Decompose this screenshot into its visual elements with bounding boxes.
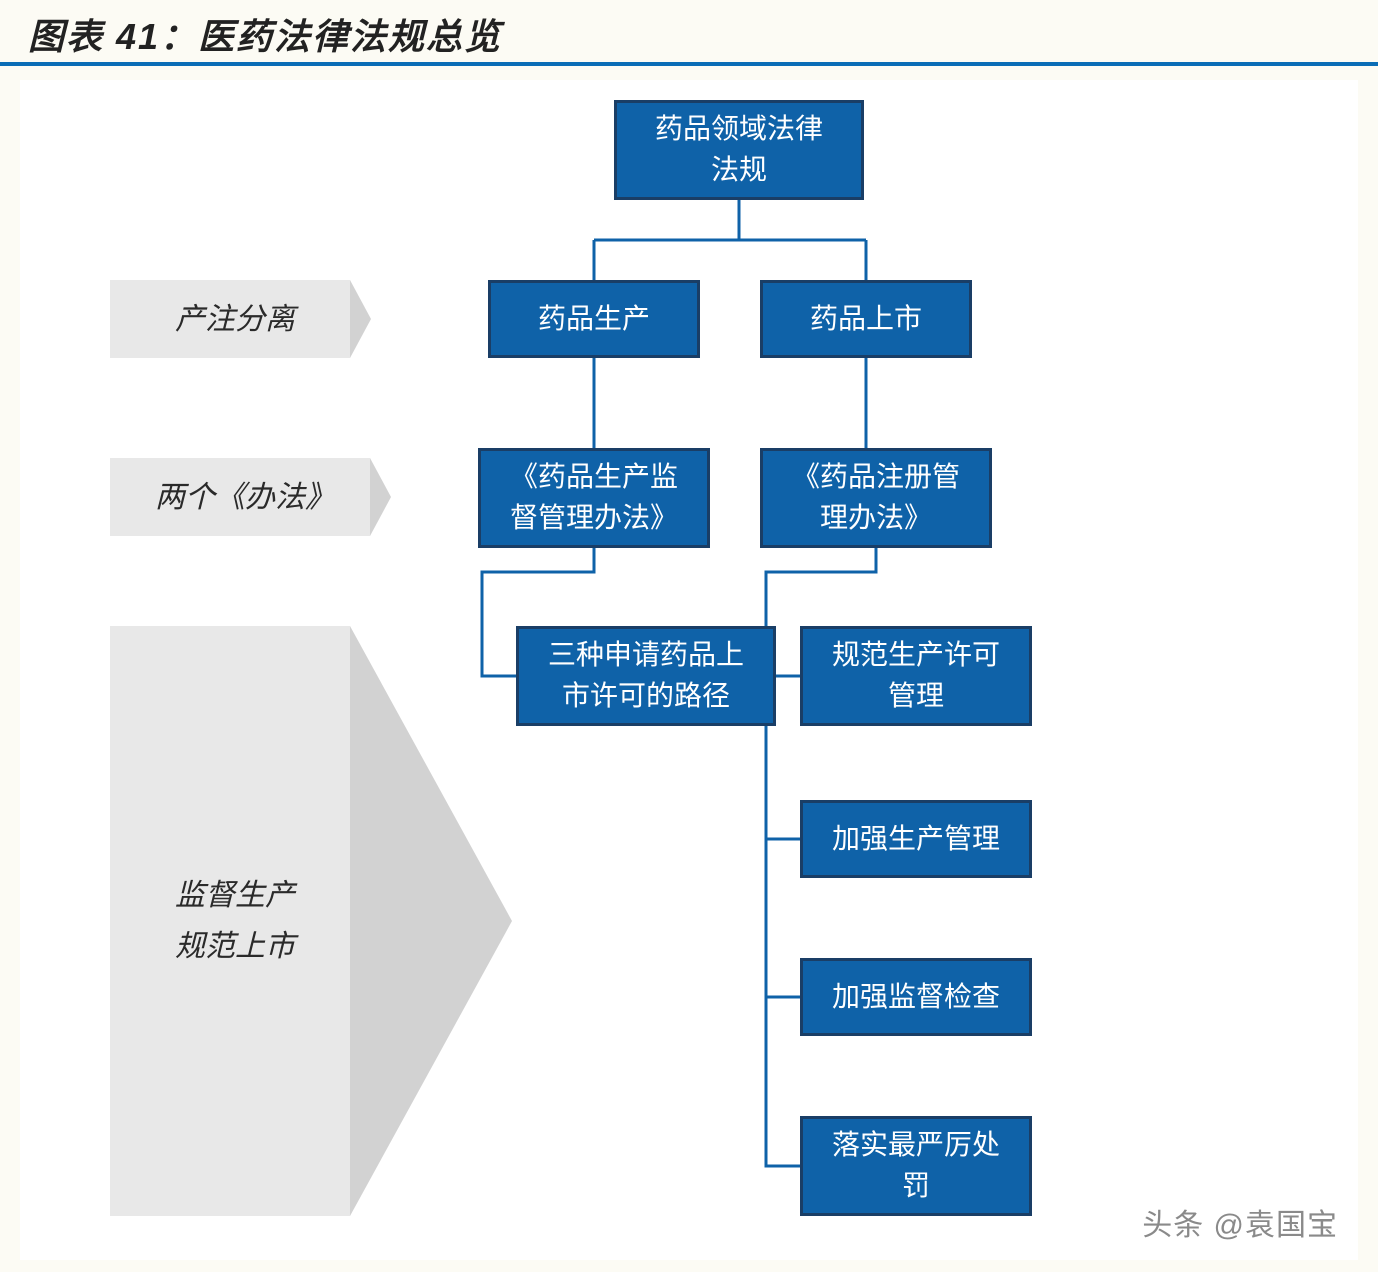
flow-node-root: 药品领域法律法规 bbox=[614, 100, 864, 200]
watermark-text: 头条 @袁国宝 bbox=[1142, 1200, 1338, 1244]
side-label-arrow-sl1 bbox=[350, 280, 371, 358]
side-label-arrow-sl2 bbox=[370, 458, 391, 536]
side-label-arrow-sl3 bbox=[350, 626, 512, 1216]
title-underline bbox=[0, 62, 1378, 66]
side-label-sl1: 产注分离 bbox=[110, 280, 350, 358]
flow-node-prod: 药品生产 bbox=[488, 280, 700, 358]
flow-node-reg1: 《药品生产监督管理办法》 bbox=[478, 448, 710, 548]
side-label-sl3: 监督生产规范上市 bbox=[110, 626, 350, 1216]
connector-path bbox=[766, 548, 876, 997]
flow-node-r2a: 规范生产许可管理 bbox=[800, 626, 1032, 726]
flow-node-r2c: 加强监督检查 bbox=[800, 958, 1032, 1036]
flow-node-path3: 三种申请药品上市许可的路径 bbox=[516, 626, 776, 726]
flowchart-canvas: 产注分离两个《办法》监督生产规范上市 药品领域法律法规药品生产药品上市《药品生产监… bbox=[20, 80, 1358, 1260]
flow-node-r2b: 加强生产管理 bbox=[800, 800, 1032, 878]
chart-title: 图表 41：医药法律法规总览 bbox=[28, 8, 502, 60]
flow-node-reg2: 《药品注册管理办法》 bbox=[760, 448, 992, 548]
flow-node-market: 药品上市 bbox=[760, 280, 972, 358]
side-label-sl2: 两个《办法》 bbox=[110, 458, 370, 536]
flow-node-r2d: 落实最严厉处罚 bbox=[800, 1116, 1032, 1216]
